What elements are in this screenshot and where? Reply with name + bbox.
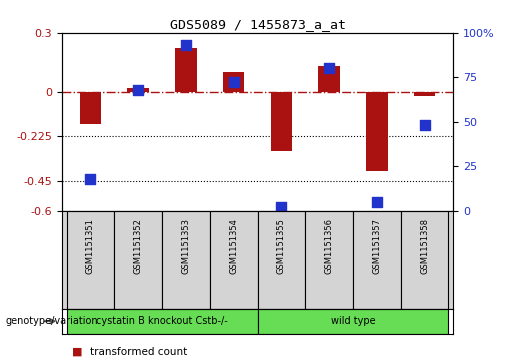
- Text: GSM1151357: GSM1151357: [372, 219, 381, 274]
- Text: GSM1151351: GSM1151351: [86, 219, 95, 274]
- Text: transformed count: transformed count: [90, 347, 187, 357]
- Point: [87, 176, 95, 182]
- Bar: [66, 309, 258, 334]
- Text: GSM1151353: GSM1151353: [181, 219, 191, 274]
- Bar: [414, 92, 435, 96]
- Bar: [66, 211, 114, 309]
- Bar: [223, 72, 245, 92]
- Point: [182, 42, 190, 48]
- Text: ■: ■: [72, 347, 82, 357]
- Bar: [401, 211, 449, 309]
- Point: [134, 87, 142, 93]
- Point: [325, 65, 333, 71]
- Text: GSM1151352: GSM1151352: [134, 219, 143, 274]
- Bar: [80, 92, 101, 123]
- Point: [373, 199, 381, 205]
- Text: genotype/variation: genotype/variation: [5, 316, 98, 326]
- Bar: [127, 88, 149, 92]
- Bar: [258, 309, 449, 334]
- Text: GSM1151358: GSM1151358: [420, 219, 429, 274]
- Bar: [353, 211, 401, 309]
- Text: GSM1151355: GSM1151355: [277, 219, 286, 274]
- Text: wild type: wild type: [331, 316, 375, 326]
- Text: GSM1151354: GSM1151354: [229, 219, 238, 274]
- Bar: [258, 211, 305, 309]
- Bar: [175, 49, 197, 92]
- Bar: [210, 211, 258, 309]
- Bar: [318, 66, 340, 92]
- Text: GSM1151356: GSM1151356: [324, 219, 334, 274]
- Point: [420, 122, 428, 128]
- Bar: [366, 92, 388, 171]
- Text: cystatin B knockout Cstb-/-: cystatin B knockout Cstb-/-: [96, 316, 228, 326]
- Title: GDS5089 / 1455873_a_at: GDS5089 / 1455873_a_at: [169, 19, 346, 32]
- Point: [277, 204, 285, 210]
- Point: [230, 79, 238, 85]
- Bar: [270, 92, 292, 151]
- Bar: [114, 211, 162, 309]
- Bar: [305, 211, 353, 309]
- Bar: [162, 211, 210, 309]
